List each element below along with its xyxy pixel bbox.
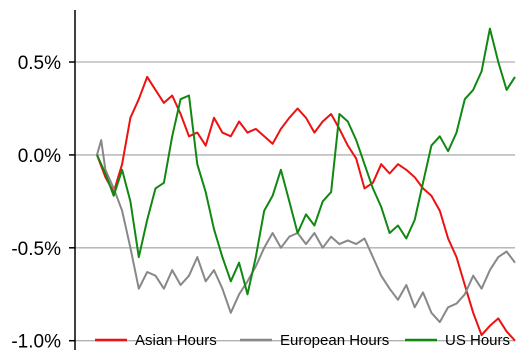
legend-label: US Hours	[445, 332, 510, 349]
y-tick-label: 0.0%	[18, 146, 61, 167]
grid-lines	[75, 61, 515, 342]
legend-label: Asian Hours	[135, 332, 217, 349]
series-line	[96, 27, 516, 296]
y-axis-ticks: 0.5% 0.0% -0.5% -1.0%	[11, 53, 75, 353]
series-line	[96, 139, 516, 324]
y-tick-label: -1.0%	[11, 332, 61, 353]
legend-label: European Hours	[280, 332, 389, 349]
y-tick-label: -0.5%	[11, 239, 61, 260]
legend: Asian Hours European Hours US Hours	[95, 332, 510, 349]
y-tick-label: 0.5%	[18, 53, 61, 74]
series-lines	[96, 27, 516, 342]
series-line	[96, 75, 516, 342]
